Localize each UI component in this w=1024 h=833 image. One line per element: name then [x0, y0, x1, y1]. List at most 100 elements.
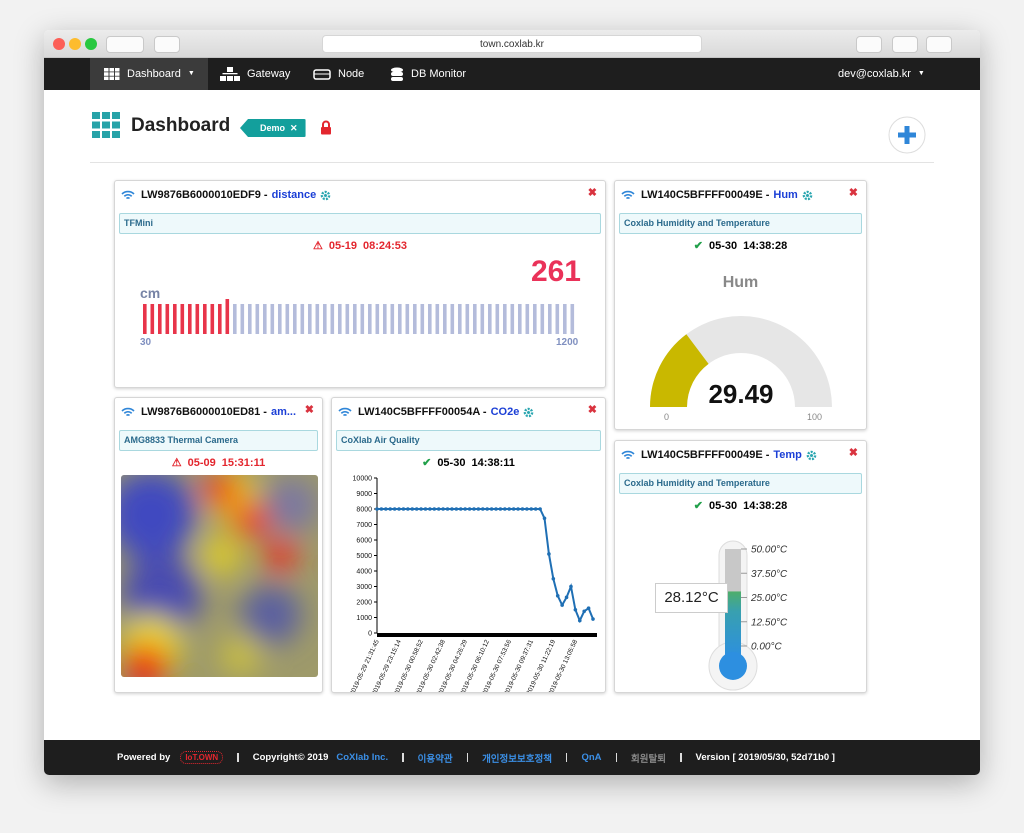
bar-segment	[285, 304, 290, 334]
nav-db-monitor[interactable]: DB Monitor	[390, 58, 466, 90]
bar-segment	[300, 304, 305, 334]
co2-point	[533, 507, 538, 511]
maximize-window[interactable]	[85, 38, 97, 50]
privacy-link[interactable]: 개인정보보호정책	[482, 753, 552, 765]
y-tick-label: 6000	[356, 538, 372, 545]
wifi-icon	[121, 407, 135, 416]
co2-point	[472, 507, 476, 511]
co2-point	[476, 507, 481, 511]
co2-point	[410, 507, 415, 511]
co2-point	[507, 507, 512, 511]
co2-point	[503, 507, 507, 511]
wifi-icon	[338, 407, 352, 416]
close-window[interactable]	[53, 38, 65, 50]
separator	[615, 753, 618, 762]
time: 08:24:53	[362, 239, 408, 252]
date: 05-30	[437, 456, 466, 469]
bar-segment	[503, 304, 507, 334]
scale-label: 12.50°C	[751, 617, 788, 628]
add-widget-button[interactable]	[887, 115, 927, 155]
co2-point	[392, 507, 397, 511]
co2-point	[520, 507, 525, 511]
y-tick-label: 9000	[356, 491, 372, 498]
co2-point	[564, 595, 569, 600]
device-id: LW140C5BFFFF00049E -	[641, 449, 770, 461]
co2-point	[419, 507, 423, 511]
bar-segment	[563, 304, 567, 334]
co2-point	[406, 507, 410, 511]
bar-segment	[218, 304, 222, 334]
nav-node[interactable]: Node	[313, 58, 364, 90]
co2-point	[560, 603, 564, 607]
co2-point	[529, 507, 534, 511]
close-button[interactable]: ✖	[587, 404, 597, 416]
co2-line	[377, 508, 594, 624]
bar-segment	[413, 304, 417, 334]
close-button[interactable]: ✖	[304, 404, 314, 416]
close-button[interactable]: ✖	[848, 187, 858, 199]
nav-dashboard[interactable]: Dashboard ▼	[90, 58, 208, 90]
settings-icon[interactable]	[802, 190, 813, 201]
scale-label: 37.50°C	[751, 569, 788, 580]
bar-segment	[458, 304, 462, 334]
bar-segment	[510, 304, 515, 334]
bar-segment	[173, 304, 177, 334]
time: 14:38:11	[471, 456, 515, 469]
co2-point	[573, 607, 578, 612]
scale-label: 25.00°C	[750, 593, 788, 604]
address-bar[interactable]: town.coxlab.kr	[322, 35, 702, 53]
y-tick-label: 8000	[356, 507, 372, 514]
bar-segment	[465, 304, 470, 334]
logo[interactable]: IoT.OWN	[180, 751, 224, 764]
co2-point	[458, 507, 463, 511]
grid-icon	[104, 68, 120, 80]
company-link[interactable]: CoXlab Inc.	[336, 752, 389, 763]
bar-segment	[143, 304, 147, 334]
separator	[565, 753, 568, 762]
share-button[interactable]	[892, 36, 918, 53]
bar-segment	[158, 304, 162, 334]
back-forward[interactable]	[106, 36, 144, 53]
bar-segment	[210, 304, 215, 334]
download-button[interactable]	[856, 36, 882, 53]
close-button[interactable]: ✖	[848, 447, 858, 459]
co2-point	[511, 507, 516, 511]
co2-point	[384, 507, 388, 511]
demo-tag[interactable]: Demo ✕	[240, 119, 306, 137]
user-menu[interactable]: dev@coxlab.kr ▼	[838, 58, 925, 90]
settings-icon[interactable]	[320, 190, 331, 201]
settings-icon[interactable]	[806, 450, 817, 461]
co2-point	[547, 552, 551, 556]
status-ok: ✔ 05-30 14:38:28	[693, 239, 788, 253]
qna-link[interactable]: QnA	[581, 752, 602, 763]
bar-segment	[225, 299, 230, 334]
minimize-window[interactable]	[69, 38, 81, 50]
co2-point	[397, 507, 401, 511]
separator	[680, 753, 682, 762]
bar-segment	[330, 304, 335, 334]
co2-point	[432, 507, 437, 511]
co2-point	[436, 507, 441, 511]
bar-segment	[495, 304, 500, 334]
y-tick-label: 0	[368, 631, 372, 638]
widget-temperature: ✔ 05-30 14:38:28 50.00°C 37.50°C 25.00°C 12.…	[614, 440, 867, 693]
powered-by: Powered by	[117, 752, 171, 763]
unit: cm	[140, 285, 161, 301]
withdraw-link[interactable]: 회원탈퇴	[631, 753, 667, 765]
gauge-value: 29.49	[708, 379, 774, 409]
co2-point	[489, 507, 494, 511]
co2-point	[498, 507, 503, 511]
tabs-button[interactable]	[926, 36, 952, 53]
bar-segment	[345, 304, 350, 334]
co2-point	[375, 507, 379, 511]
scale-label: 50.00°C	[751, 545, 788, 556]
nav-gateway[interactable]: Gateway	[220, 58, 290, 90]
bar-segment	[570, 304, 575, 334]
close-button[interactable]: ✖	[587, 187, 597, 199]
sensor-label: Coxlab Humidity and Temperature	[619, 473, 862, 494]
separator	[466, 753, 469, 762]
dashboard-icon	[92, 112, 120, 138]
sidebar-button[interactable]	[154, 36, 180, 53]
terms-link[interactable]: 이용약관	[417, 753, 453, 765]
settings-icon[interactable]	[523, 407, 534, 418]
